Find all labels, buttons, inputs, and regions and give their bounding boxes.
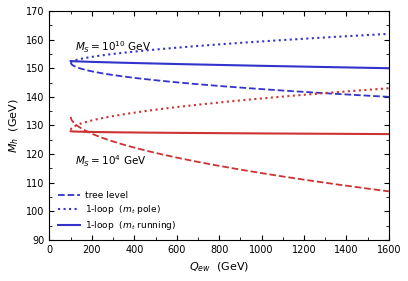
Text: $M_S = 10^{10}$ GeV: $M_S = 10^{10}$ GeV: [75, 39, 151, 55]
X-axis label: $Q_{ew}$  (GeV): $Q_{ew}$ (GeV): [189, 260, 249, 274]
Legend: tree level, 1-loop  ($m_t$ pole), 1-loop  ($m_t$ running): tree level, 1-loop ($m_t$ pole), 1-loop …: [54, 188, 180, 235]
Text: $M_S = 10^{4}$ GeV: $M_S = 10^{4}$ GeV: [75, 154, 146, 169]
Y-axis label: $M_h$  (GeV): $M_h$ (GeV): [7, 98, 20, 153]
